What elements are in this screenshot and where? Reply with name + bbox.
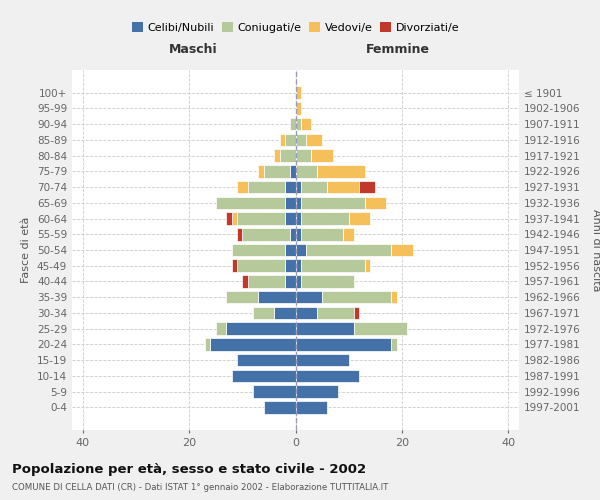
Bar: [296, 102, 301, 115]
Bar: [296, 338, 391, 350]
Bar: [232, 244, 285, 256]
Bar: [211, 338, 296, 350]
Bar: [296, 386, 338, 398]
Y-axis label: Anni di nascita: Anni di nascita: [592, 209, 600, 291]
Bar: [301, 212, 349, 225]
Bar: [253, 306, 274, 319]
Bar: [237, 228, 242, 240]
Bar: [296, 244, 306, 256]
Bar: [258, 165, 263, 177]
Bar: [296, 322, 354, 335]
Bar: [205, 338, 211, 350]
Bar: [280, 134, 285, 146]
Bar: [391, 291, 397, 304]
Bar: [232, 212, 237, 225]
Bar: [354, 322, 407, 335]
Bar: [296, 150, 311, 162]
Bar: [311, 150, 333, 162]
Bar: [322, 291, 391, 304]
Bar: [290, 165, 296, 177]
Bar: [263, 165, 290, 177]
Bar: [232, 370, 296, 382]
Bar: [290, 228, 296, 240]
Bar: [391, 338, 397, 350]
Bar: [296, 86, 301, 99]
Bar: [296, 354, 349, 366]
Bar: [290, 118, 296, 130]
Bar: [248, 181, 285, 194]
Bar: [359, 181, 376, 194]
Bar: [215, 322, 226, 335]
Bar: [354, 306, 359, 319]
Bar: [343, 228, 354, 240]
Bar: [365, 196, 386, 209]
Bar: [317, 306, 354, 319]
Bar: [237, 181, 248, 194]
Bar: [296, 228, 301, 240]
Bar: [296, 118, 301, 130]
Bar: [301, 181, 328, 194]
Bar: [285, 275, 296, 288]
Bar: [226, 322, 296, 335]
Bar: [296, 212, 301, 225]
Bar: [242, 228, 290, 240]
Bar: [301, 118, 311, 130]
Bar: [285, 196, 296, 209]
Text: COMUNE DI CELLA DATI (CR) - Dati ISTAT 1° gennaio 2002 - Elaborazione TUTTITALIA: COMUNE DI CELLA DATI (CR) - Dati ISTAT 1…: [12, 482, 388, 492]
Bar: [285, 134, 296, 146]
Bar: [301, 196, 365, 209]
Bar: [274, 150, 280, 162]
Bar: [263, 401, 296, 413]
Bar: [285, 181, 296, 194]
Bar: [301, 260, 365, 272]
Bar: [258, 291, 296, 304]
Bar: [285, 212, 296, 225]
Bar: [317, 165, 365, 177]
Bar: [296, 401, 328, 413]
Bar: [296, 134, 306, 146]
Bar: [237, 354, 296, 366]
Bar: [296, 291, 322, 304]
Bar: [296, 196, 301, 209]
Bar: [301, 275, 354, 288]
Bar: [296, 260, 301, 272]
Bar: [365, 260, 370, 272]
Bar: [237, 260, 285, 272]
Bar: [296, 181, 301, 194]
Text: Femmine: Femmine: [367, 42, 430, 56]
Bar: [226, 291, 258, 304]
Bar: [242, 275, 248, 288]
Bar: [237, 212, 285, 225]
Bar: [296, 165, 317, 177]
Text: Maschi: Maschi: [169, 42, 217, 56]
Bar: [232, 260, 237, 272]
Bar: [285, 260, 296, 272]
Bar: [215, 196, 285, 209]
Bar: [285, 244, 296, 256]
Bar: [301, 228, 343, 240]
Bar: [349, 212, 370, 225]
Legend: Celibi/Nubili, Coniugati/e, Vedovi/e, Divorziati/e: Celibi/Nubili, Coniugati/e, Vedovi/e, Di…: [127, 18, 464, 38]
Bar: [280, 150, 296, 162]
Bar: [274, 306, 296, 319]
Bar: [248, 275, 285, 288]
Y-axis label: Fasce di età: Fasce di età: [22, 217, 31, 283]
Bar: [306, 244, 391, 256]
Bar: [296, 370, 359, 382]
Bar: [328, 181, 359, 194]
Bar: [391, 244, 413, 256]
Bar: [306, 134, 322, 146]
Text: Popolazione per età, sesso e stato civile - 2002: Popolazione per età, sesso e stato civil…: [12, 462, 366, 475]
Bar: [226, 212, 232, 225]
Bar: [296, 275, 301, 288]
Bar: [253, 386, 296, 398]
Bar: [296, 306, 317, 319]
